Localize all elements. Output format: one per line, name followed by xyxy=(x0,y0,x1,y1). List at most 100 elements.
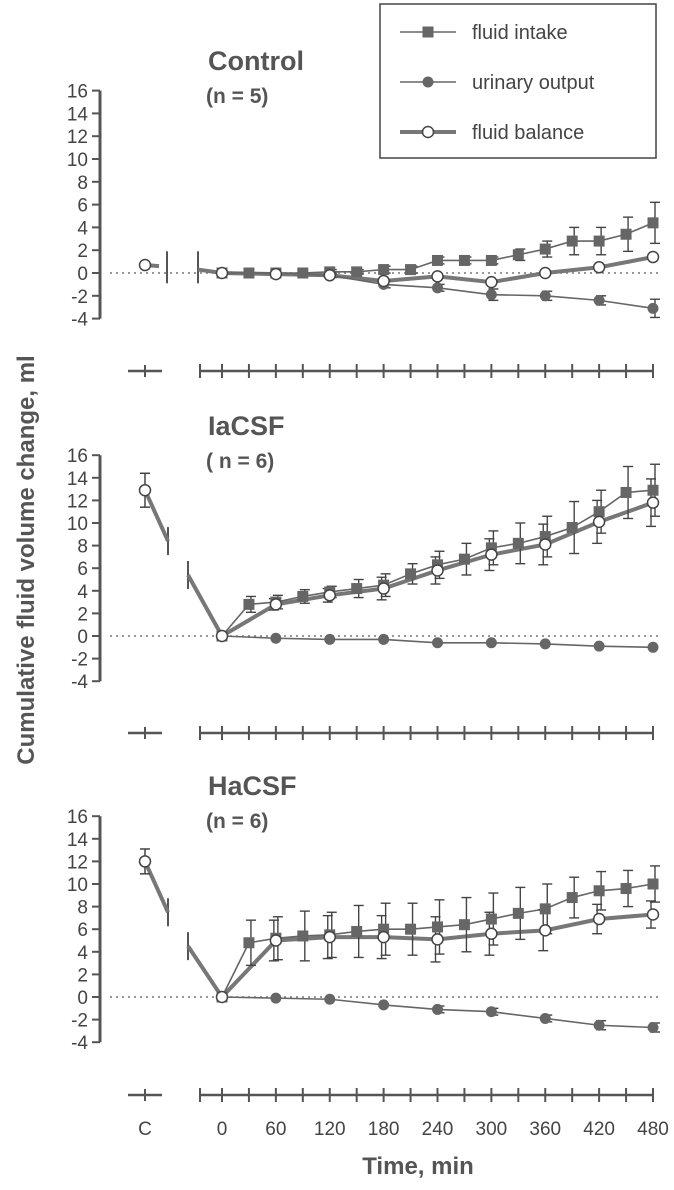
y-tick-label: -2 xyxy=(71,1011,88,1032)
data-point-intake xyxy=(539,903,551,915)
data-point-balance xyxy=(539,924,552,937)
data-point-intake xyxy=(297,267,309,279)
x-tick-label: 60 xyxy=(265,1119,286,1140)
data-point-balance xyxy=(592,515,606,529)
data-point-urine xyxy=(539,1012,551,1024)
x-tick-label: 0 xyxy=(217,1119,228,1140)
data-point-intake xyxy=(485,254,497,266)
data-point-urine xyxy=(324,633,336,645)
data-point-intake xyxy=(485,542,497,554)
y-tick-label: 2 xyxy=(77,965,88,986)
data-point-intake xyxy=(297,590,309,602)
y-tick-label: 4 xyxy=(77,218,88,239)
y-tick-label: 14 xyxy=(67,104,89,125)
data-point-urine xyxy=(485,289,497,301)
x-tick-label: 420 xyxy=(583,1119,615,1140)
data-point-urine xyxy=(432,637,443,649)
y-tick-label: 12 xyxy=(67,852,88,873)
y-tick-label: -2 xyxy=(71,650,88,671)
data-point-intake xyxy=(351,583,363,595)
legend-marker-intake xyxy=(422,26,434,38)
panel-title: IaCSF xyxy=(208,411,285,441)
y-tick-label: -4 xyxy=(71,1033,88,1054)
y-tick-label: 10 xyxy=(67,875,88,896)
data-point-urine xyxy=(539,638,551,650)
y-tick-label: 6 xyxy=(77,559,88,580)
reentry-stub-line xyxy=(186,945,224,999)
data-point-intake xyxy=(593,235,605,247)
data-point-balance xyxy=(592,261,606,274)
x-tick-label: 360 xyxy=(529,1119,561,1140)
data-point-balance xyxy=(269,267,283,281)
y-tick-label: 12 xyxy=(67,491,88,512)
data-point-balance xyxy=(485,275,498,289)
x-tick-label: 180 xyxy=(368,1119,400,1140)
data-point-balance xyxy=(539,266,552,280)
data-point-intake xyxy=(458,553,470,565)
data-point-intake xyxy=(539,243,551,255)
data-point-intake xyxy=(405,264,417,276)
x-tick-label: 120 xyxy=(314,1119,346,1140)
legend-label-balance: fluid balance xyxy=(472,122,584,144)
panel-title: Control xyxy=(208,46,304,76)
data-point-balance xyxy=(269,598,283,611)
data-point-urine xyxy=(593,294,605,306)
data-point-urine xyxy=(593,1019,605,1031)
data-point-balance xyxy=(592,912,606,926)
y-tick-label: 4 xyxy=(77,582,88,603)
data-point-urine xyxy=(485,1006,497,1018)
control-stub-line xyxy=(143,489,170,542)
y-tick-label: 6 xyxy=(77,920,88,941)
panel-n-label: ( n = 6) xyxy=(206,450,274,473)
y-tick-label: 8 xyxy=(77,898,88,919)
y-tick-label: 8 xyxy=(77,537,88,558)
control-point-marker xyxy=(138,483,152,497)
x-axis-row: C 0 60 120 180 240 300 360 420 480 xyxy=(128,1088,669,1140)
data-point-urine xyxy=(647,641,659,653)
legend: fluid intake urinary output fluid balance xyxy=(379,3,657,159)
data-point-balance xyxy=(323,589,336,602)
x-axis-row xyxy=(128,364,654,378)
data-point-intake xyxy=(566,522,578,534)
y-tick-label: 2 xyxy=(77,604,88,625)
control-stub-line xyxy=(143,860,170,914)
data-point-balance xyxy=(377,930,390,944)
data-point-balance xyxy=(646,908,660,921)
data-point-balance xyxy=(377,582,390,595)
data-point-urine xyxy=(647,1022,659,1034)
data-point-intake xyxy=(378,264,390,276)
data-point-intake xyxy=(620,486,632,498)
y-tick-label: -4 xyxy=(71,672,88,693)
legend-marker-balance xyxy=(421,125,435,139)
data-point-balance xyxy=(377,274,390,288)
reentry-stub-line xyxy=(186,574,224,637)
data-point-intake xyxy=(243,937,255,949)
data-point-balance xyxy=(646,496,660,509)
data-point-intake xyxy=(351,266,363,278)
data-point-balance xyxy=(323,269,336,282)
legend-label-intake: fluid intake xyxy=(472,22,568,44)
data-point-intake xyxy=(566,235,578,247)
data-point-intake xyxy=(458,254,470,266)
data-point-intake xyxy=(351,925,363,937)
y-tick-label: 10 xyxy=(67,514,88,535)
x-tick-label: 240 xyxy=(422,1119,454,1140)
data-point-balance xyxy=(215,266,229,280)
control-point-marker xyxy=(138,258,152,272)
data-point-urine xyxy=(270,992,282,1004)
panel-title: HaCSF xyxy=(208,771,297,801)
y-tick-label: 16 xyxy=(67,807,88,828)
data-point-intake xyxy=(243,267,255,279)
data-point-balance xyxy=(431,270,444,283)
y-axis-title: Cumulative fluid volume change, ml xyxy=(13,355,40,764)
data-point-intake xyxy=(405,568,417,580)
data-point-urine xyxy=(539,290,551,302)
data-point-balance xyxy=(323,930,336,944)
data-point-intake xyxy=(432,921,443,933)
data-point-balance xyxy=(646,250,660,264)
data-point-urine xyxy=(378,633,390,645)
x-tick-label: 300 xyxy=(476,1119,508,1140)
data-point-intake xyxy=(432,254,443,266)
